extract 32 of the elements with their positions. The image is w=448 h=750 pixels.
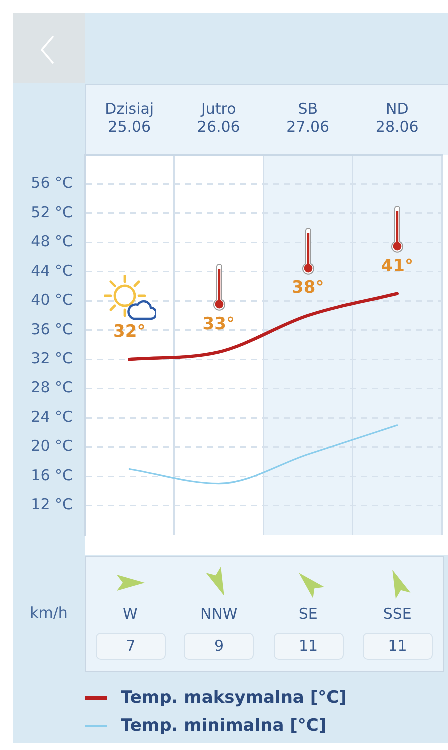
y-tick-label: 24 °C [31,408,73,426]
legend-label: Temp. minimalna [°C] [121,716,327,736]
data-label: 41° [381,256,414,276]
data-label: 33° [202,314,235,335]
line-series [128,424,398,485]
legend-label: Temp. maksymalna [°C] [121,688,347,708]
x-tick-label: Dzisiaj 25.06 [105,100,154,136]
y-tick-label: 44 °C [31,262,73,280]
y-tick-label: 56 °C [31,174,73,192]
x-tick-label: SB 27.06 [286,100,330,136]
data-label: 9 [184,633,254,660]
category-label: SSE [382,604,413,624]
data-label: 32° [114,322,146,342]
y-tick-label: 40 °C [31,291,73,310]
y-tick-label: 48 °C [31,232,73,251]
data-label: 38° [292,278,324,298]
y-tick-label: 20 °C [31,437,73,456]
x-tick-label: Jutro 26.06 [197,100,240,136]
category-label: NNW [199,604,239,624]
text: km/h [29,603,69,623]
y-tick-label: 36 °C [31,320,73,338]
y-tick-label: 28 °C [31,378,73,397]
data-label: 11 [274,633,344,660]
data-label: 7 [96,633,166,660]
data-label: 11 [362,633,433,660]
y-tick-label: 32 °C [31,350,73,368]
y-tick-label: 12 °C [31,496,73,514]
x-tick-label: ND 28.06 [376,100,419,136]
category-label: SE [298,604,319,624]
y-tick-label: 52 °C [31,203,73,222]
category-label: W [122,604,139,624]
y-tick-label: 16 °C [31,466,73,484]
